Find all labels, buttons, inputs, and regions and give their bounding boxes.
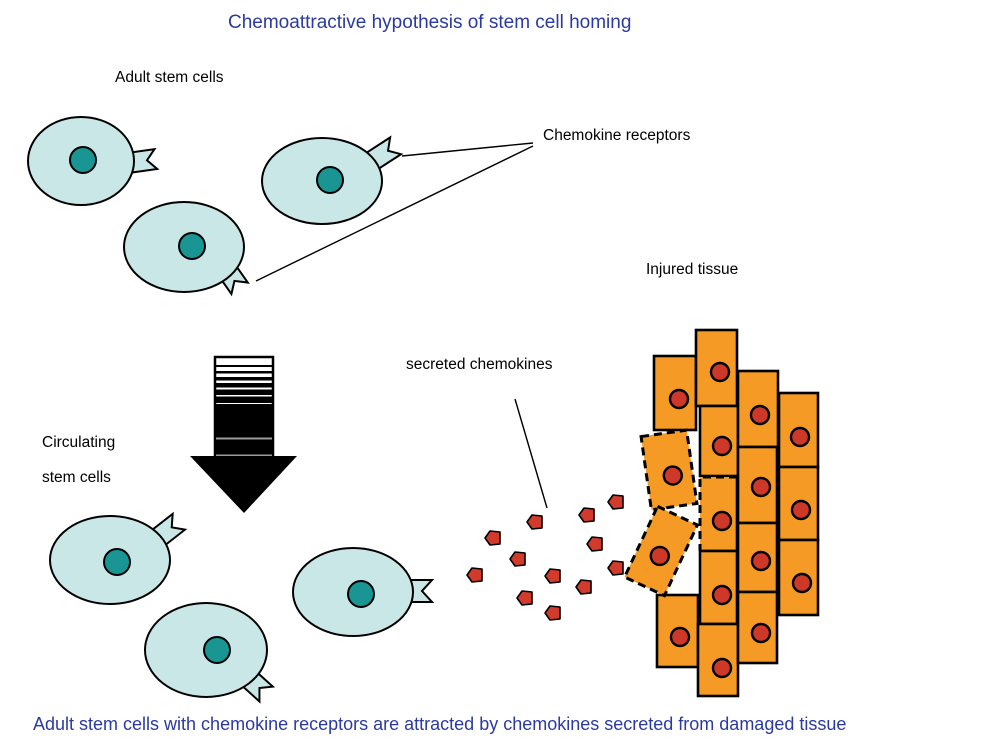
down-arrow bbox=[190, 355, 297, 513]
tissue-cell bbox=[696, 622, 740, 698]
chemokine-icon bbox=[575, 579, 592, 595]
tissue-cell bbox=[736, 445, 779, 525]
chemokine-icon bbox=[607, 560, 624, 576]
circulating-stem-cell-1 bbox=[49, 511, 188, 605]
chemokine-icon bbox=[509, 551, 526, 567]
tissue-cell bbox=[736, 369, 780, 449]
pointer-line-chemokines bbox=[514, 398, 548, 509]
adult-stem-cell-2 bbox=[123, 201, 250, 297]
cell-nucleus bbox=[316, 166, 344, 194]
secreted-chemokines-label: secreted chemokines bbox=[406, 356, 553, 373]
damaged-tissue-cell-2 bbox=[622, 504, 700, 598]
circulating-stem-cell-2 bbox=[144, 602, 276, 704]
adult-stem-cells-label: Adult stem cells bbox=[115, 69, 224, 86]
adult-stem-cell-1 bbox=[27, 116, 160, 206]
tissue-cell-partially-detached bbox=[698, 475, 739, 553]
tissue-cell bbox=[736, 590, 779, 665]
damaged-tissue-cell-1 bbox=[639, 428, 699, 512]
chemokine-icon bbox=[516, 590, 533, 606]
chemokine-icon bbox=[544, 568, 561, 584]
cell-nucleus bbox=[203, 636, 231, 664]
chemokine-icon bbox=[586, 536, 603, 552]
tissue-cell bbox=[694, 328, 739, 408]
tissue-cell bbox=[655, 593, 700, 669]
tissue-cell bbox=[652, 354, 698, 432]
chemokine-receptors-label: Chemokine receptors bbox=[543, 127, 691, 144]
chemokine-icon bbox=[607, 494, 624, 510]
chemokine-icon bbox=[484, 530, 501, 546]
circulating-stem-cell-3 bbox=[292, 547, 435, 637]
cell-nucleus bbox=[347, 580, 375, 608]
chemokine-icon bbox=[544, 605, 561, 621]
pointer-line-receptor-1 bbox=[401, 142, 534, 157]
tissue-cell bbox=[777, 538, 820, 617]
cell-nucleus bbox=[103, 548, 131, 576]
cell-nucleus bbox=[178, 232, 206, 260]
chemokine-icon bbox=[466, 567, 483, 583]
arrow-stripes bbox=[216, 365, 272, 457]
chemokine-icon bbox=[526, 514, 543, 530]
tissue-cell bbox=[777, 465, 820, 542]
tissue-cell bbox=[736, 521, 779, 594]
adult-stem-cell-3 bbox=[261, 135, 404, 225]
injured-tissue bbox=[622, 328, 820, 698]
tissue-cell bbox=[777, 391, 820, 469]
cell-nucleus bbox=[69, 146, 97, 174]
tissue-cell bbox=[698, 549, 739, 626]
pointer-line-receptor-2 bbox=[255, 145, 534, 282]
chemokine-icon bbox=[578, 507, 595, 523]
injured-tissue-label: Injured tissue bbox=[646, 261, 739, 278]
circulating-stem-cells-label-line2: stem cells bbox=[42, 469, 111, 486]
diagram-caption: Adult stem cells with chemokine receptor… bbox=[33, 714, 847, 734]
diagram-title: Chemoattractive hypothesis of stem cell … bbox=[228, 12, 632, 33]
arrow-head bbox=[190, 456, 297, 513]
tissue-cell bbox=[698, 404, 740, 478]
chemokine-particles bbox=[466, 494, 624, 621]
circulating-stem-cells-label-line1: Circulating bbox=[42, 434, 116, 451]
